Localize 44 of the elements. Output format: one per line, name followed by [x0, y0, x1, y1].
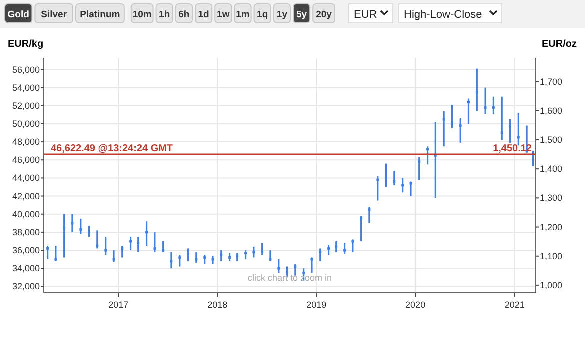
y-tick-label: 32,000: [12, 282, 40, 292]
dropdown: EUR: [348, 4, 394, 24]
button: 1m: [234, 4, 252, 24]
button: 1d: [195, 4, 213, 24]
button: 1h: [156, 4, 174, 24]
button: Gold: [4, 4, 33, 24]
y-axis-title: EUR/kg: [8, 39, 44, 50]
y-tick-label: 40,000: [12, 209, 40, 220]
y-tick-label: 34,000: [12, 264, 40, 274]
y-tick-label: 44,000: [12, 173, 40, 184]
y2-tick-label: 1,300: [540, 193, 563, 204]
y2-tick-label: 1,600: [540, 106, 563, 116]
ref-line-label: 46,622.49 @13:24:24 GMT: [51, 144, 174, 155]
y-tick-label: 42,000: [12, 191, 40, 202]
x-tick-label: 2019: [306, 300, 327, 310]
y-tick-label: 46,000: [12, 155, 40, 166]
y-tick-label: 56,000: [12, 64, 40, 75]
y-tick-label: 52,000: [12, 100, 40, 111]
y-tick-label: 48,000: [12, 137, 40, 148]
button: 1q: [254, 4, 272, 24]
y2-tick-label: 1,400: [540, 164, 563, 174]
x-tick-label: 2020: [406, 300, 426, 310]
y2-tick-label: 1,000: [540, 280, 563, 290]
button: 1w: [214, 4, 232, 24]
y-tick-label: 50,000: [12, 118, 40, 129]
y2-tick-label: 1,200: [540, 222, 563, 232]
button: 10m: [130, 4, 154, 24]
button: Platinum: [76, 4, 125, 24]
y-tick-label: 54,000: [12, 82, 40, 93]
button: 5y: [293, 4, 311, 24]
x-tick-label: 2021: [504, 300, 525, 310]
button: 20y: [312, 4, 336, 24]
y-tick-label: 38,000: [12, 227, 40, 238]
button: 6h: [175, 4, 193, 24]
y2-tick-label: 1,500: [540, 135, 563, 146]
dropdown: High-Low-Close: [398, 4, 502, 24]
y2-tick-label: 1,100: [540, 251, 563, 262]
button: 1y: [273, 4, 291, 24]
button: Silver: [34, 4, 74, 24]
y-tick-label: 36,000: [12, 246, 40, 256]
x-tick-label: 2018: [208, 300, 228, 310]
y2-tick-label: 1,700: [540, 76, 563, 87]
x-tick-label: 2017: [108, 300, 129, 310]
y2-axis-title: EUR/oz: [542, 39, 577, 50]
